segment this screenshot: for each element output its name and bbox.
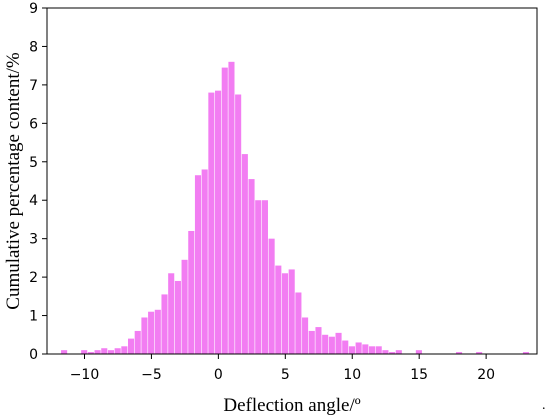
x-axis-label: Deflection angle/º	[223, 395, 360, 416]
y-tick-label: 5	[29, 155, 38, 171]
histogram-bar	[188, 230, 195, 354]
histogram-bar	[161, 294, 168, 354]
y-tick-label: 3	[29, 232, 38, 248]
histogram-bar	[121, 346, 128, 354]
y-tick-label: 8	[29, 39, 38, 55]
histogram-bar	[128, 338, 135, 354]
y-tick-label: 0	[29, 347, 38, 363]
histogram-bar	[328, 336, 335, 354]
plot-frame	[46, 7, 538, 355]
histogram-bar	[308, 330, 315, 354]
histogram-bar	[362, 344, 369, 354]
histogram-bar	[456, 352, 463, 354]
x-tick-label: 20	[477, 367, 495, 383]
histogram-bar	[134, 330, 141, 354]
histogram-bar	[221, 67, 228, 354]
histogram-bar	[248, 179, 255, 354]
histogram-bar	[174, 280, 181, 354]
histogram-bar	[107, 350, 115, 354]
histogram-bar	[275, 265, 282, 354]
y-tick-label: 1	[29, 309, 38, 325]
histogram-bar	[208, 92, 215, 354]
histogram-bar	[94, 350, 101, 354]
histogram-bar	[335, 332, 342, 354]
histogram-bar	[348, 346, 355, 354]
histogram-bar	[302, 317, 309, 354]
x-tick-label: 0	[214, 367, 223, 383]
histogram-bar	[101, 348, 108, 354]
histogram-bar	[61, 350, 68, 354]
x-axis-ticks: −10 −5 0 5 10 15 20	[70, 354, 495, 383]
x-tick-label: −5	[141, 367, 162, 383]
y-tick-label: 7	[29, 78, 38, 94]
histogram-bar	[395, 350, 402, 354]
y-axis-ticks: 0 1 2 3 4 5 6 7 8 9	[29, 1, 47, 363]
histogram-bar	[201, 169, 208, 354]
histogram-bar	[281, 273, 289, 354]
histogram-bar	[368, 346, 376, 354]
histogram-bar	[355, 342, 362, 354]
histogram-bar	[261, 200, 268, 354]
histogram-bar	[288, 269, 295, 354]
histogram-bar	[342, 340, 349, 354]
histogram-bar	[141, 317, 148, 354]
histogram-bar	[315, 327, 322, 354]
histogram-bar	[168, 273, 175, 354]
histogram-bar	[194, 175, 202, 354]
histogram-bar	[522, 352, 530, 354]
histogram-bar	[81, 350, 88, 354]
histogram-bar	[295, 292, 302, 354]
histogram-bar	[375, 346, 382, 354]
x-tick-label: 5	[281, 367, 290, 383]
x-tick-label: −10	[70, 367, 100, 383]
x-tick-label: 10	[343, 367, 361, 383]
y-tick-label: 9	[29, 1, 38, 17]
histogram-bar	[114, 348, 121, 354]
histogram-bar	[181, 259, 188, 354]
histogram-bar	[241, 154, 248, 354]
histogram-bar	[215, 90, 222, 354]
histogram-bar	[415, 350, 422, 354]
histogram-bar	[148, 311, 155, 354]
histogram-bar	[228, 61, 235, 354]
y-tick-label: 6	[29, 116, 38, 132]
stray-dot-mark: .	[542, 398, 546, 413]
histogram-bar	[154, 309, 161, 354]
histogram-bar	[255, 200, 262, 354]
x-tick-label: 15	[410, 367, 428, 383]
histogram-bar	[87, 352, 94, 354]
histogram-bar	[235, 94, 242, 354]
histogram-bar	[389, 352, 396, 354]
y-tick-label: 4	[29, 193, 38, 209]
histogram-bars	[61, 61, 530, 354]
y-axis-label: Cumulative percentage content/%	[3, 52, 24, 310]
histogram-bar	[476, 352, 483, 354]
histogram-bar	[322, 334, 329, 354]
y-tick-label: 2	[29, 270, 38, 286]
histogram-bar	[268, 238, 275, 354]
histogram-bar	[382, 350, 389, 354]
